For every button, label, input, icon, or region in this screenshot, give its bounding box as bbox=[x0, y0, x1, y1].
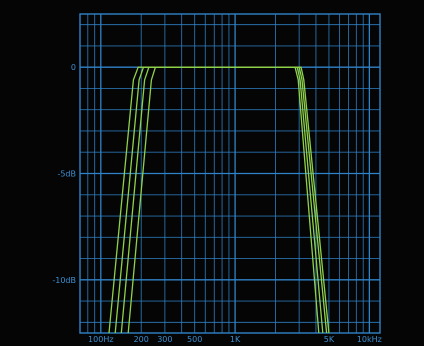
y-tick-label: -10dB bbox=[52, 276, 76, 285]
x-tick-label: 200 bbox=[134, 335, 149, 344]
x-tick-label: 5K bbox=[324, 335, 335, 344]
y-tick-label: 0 bbox=[71, 63, 76, 72]
plot-frame bbox=[79, 13, 381, 334]
x-tick-label: 100Hz bbox=[88, 335, 113, 344]
x-tick-label: 300 bbox=[157, 335, 172, 344]
response-curves bbox=[108, 66, 330, 334]
x-tick-labels: 100Hz 200 300 500 1K 5K 10kHz bbox=[88, 335, 382, 344]
y-tick-labels: 0 -5dB -10dB bbox=[52, 63, 76, 285]
x-tick-label: 10kHz bbox=[357, 335, 382, 344]
response-curve-4 bbox=[127, 66, 330, 334]
x-tick-label: 500 bbox=[187, 335, 202, 344]
x-tick-label: 1K bbox=[230, 335, 241, 344]
y-tick-label: -5dB bbox=[57, 170, 76, 179]
response-curve-2 bbox=[114, 66, 324, 334]
response-curve-3 bbox=[120, 66, 328, 334]
